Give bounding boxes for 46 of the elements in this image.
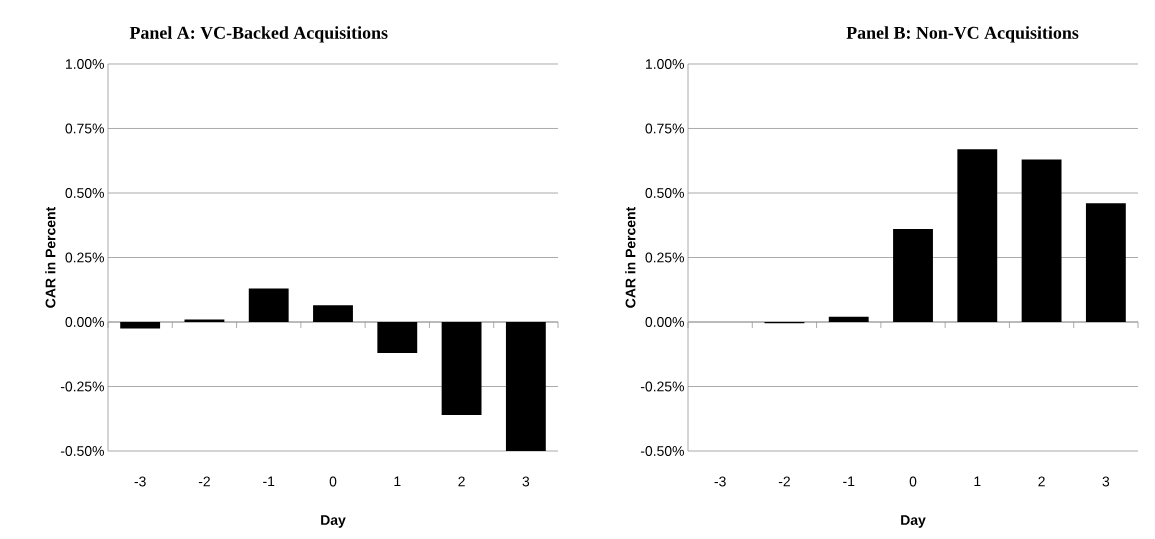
y-tick-label: 0.50% [65,188,104,198]
y-tick-label: 0.00% [645,317,684,327]
x-tick-label: -3 [714,476,726,487]
x-tick-label: 0 [909,476,917,487]
x-tick-label: -1 [263,476,275,487]
bar [248,288,289,322]
x-tick-label: 3 [1102,476,1110,487]
x-tick-label: -3 [134,476,146,487]
y-axis-title: CAR in Percent [625,206,636,308]
bar [828,316,869,322]
y-tick-label: 0.25% [645,252,684,263]
bar [377,322,418,353]
bar [505,322,546,451]
chart-title: Panel B: Non-VC Acquisitions [846,26,1079,43]
x-axis-title: Day [321,515,346,528]
y-tick-label: 0.75% [65,123,104,134]
x-tick-label: 0 [329,476,337,487]
y-axis-title: CAR in Percent [45,206,56,308]
x-tick-label: -1 [843,476,855,487]
bar [893,229,933,322]
bar [957,149,998,322]
y-tick-label: 1.00% [65,59,104,69]
y-tick-label: 1.00% [646,59,684,69]
x-tick-label: 1 [394,476,401,487]
bar [1085,203,1126,322]
y-tick-label: 0.00% [65,317,104,327]
y-tick-label: 0.50% [645,188,684,198]
x-tick-label: 3 [522,476,530,487]
chart-title: Panel A: VC-Backed Acquisitions [129,26,388,43]
x-tick-label: -2 [778,476,790,487]
y-tick-label: 0.25% [65,252,104,263]
bar [120,322,161,329]
y-tick-label: -0.50% [640,446,684,456]
x-tick-label: 2 [1038,476,1045,487]
y-tick-label: 0.75% [645,123,684,134]
bar [184,319,225,322]
x-axis-title: Day [901,515,926,528]
bar [1021,159,1062,322]
y-tick-label: -0.50% [60,446,104,456]
y-tick-label: -0.25% [640,381,684,392]
bar [441,322,482,415]
x-tick-label: 2 [458,476,465,487]
bar [313,305,353,322]
y-tick-label: -0.25% [60,381,104,392]
x-tick-label: -2 [198,476,210,487]
x-tick-label: 1 [974,476,981,487]
